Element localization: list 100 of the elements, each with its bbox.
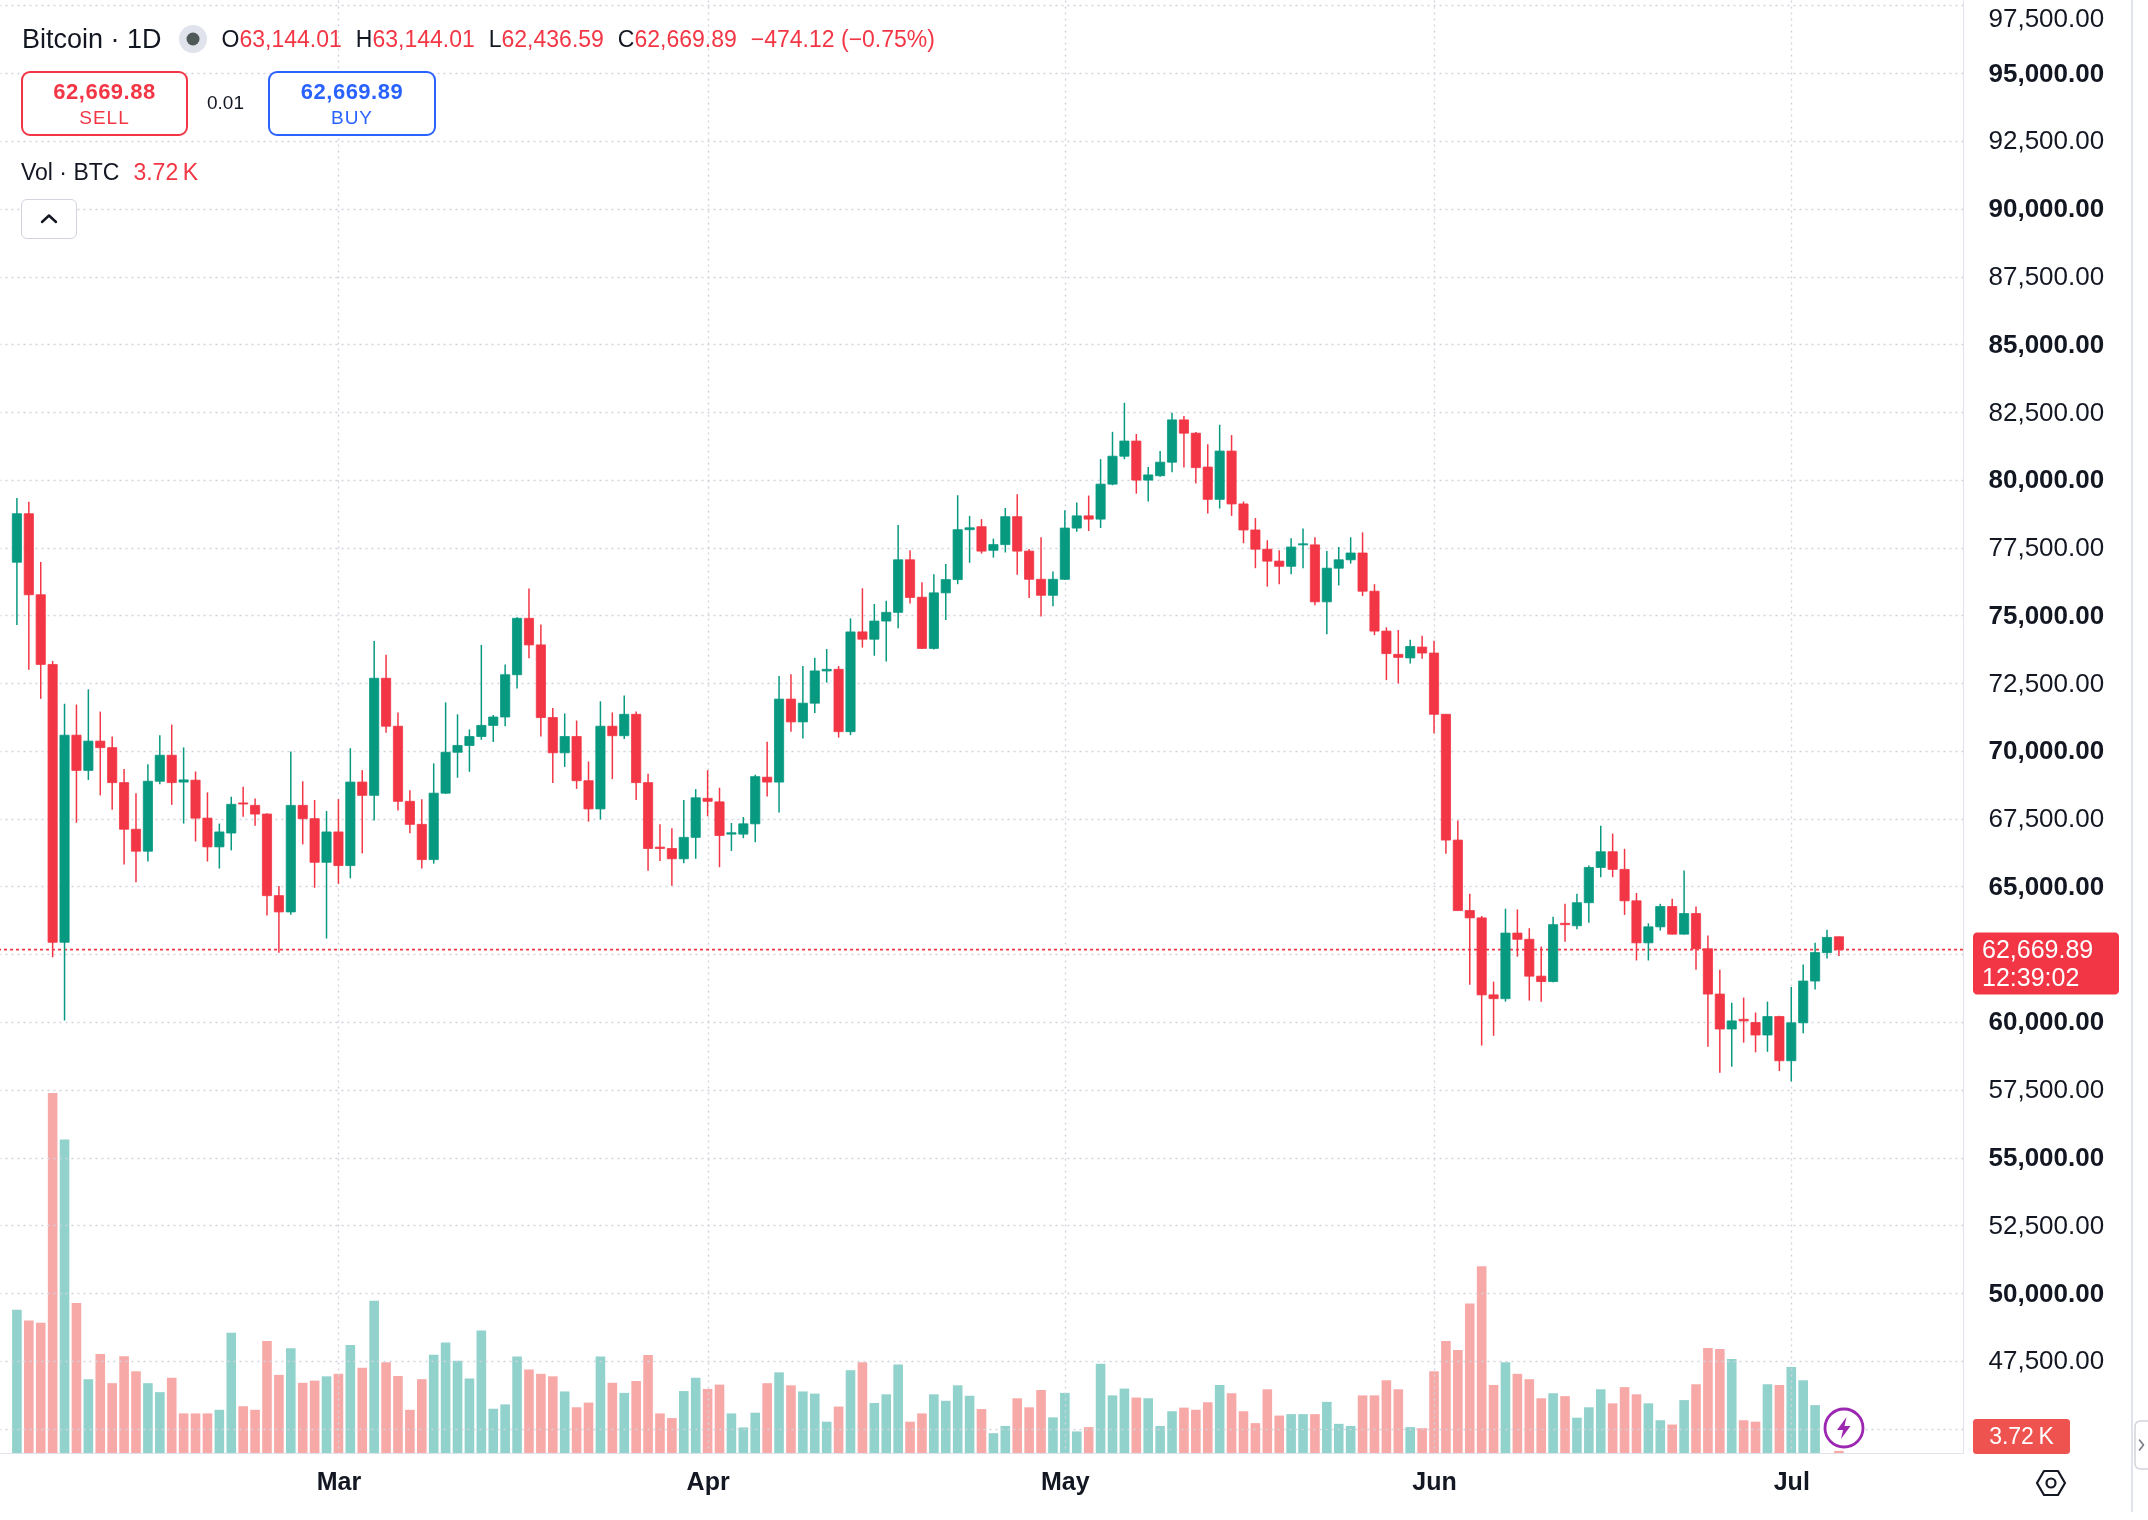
bar: [1048, 1417, 1058, 1453]
bar: [595, 1356, 606, 1453]
bar: [547, 1376, 558, 1453]
bar: [964, 1395, 975, 1453]
bar: [1798, 1380, 1808, 1453]
bar: [1441, 1341, 1451, 1453]
bar: [178, 1413, 189, 1453]
buy-button: 62,669.89 BUY: [268, 71, 436, 136]
y-tick-label: 97,500.00: [1988, 2, 2105, 33]
candlestick: [1560, 903, 1571, 943]
candlestick: [1298, 527, 1309, 569]
candlestick: [762, 740, 773, 798]
bar: [1500, 1362, 1511, 1453]
text: 12:39:02: [1982, 962, 2080, 991]
y-tick-label: 50,000.00: [1988, 1277, 2105, 1308]
bar: [1226, 1393, 1237, 1453]
bar: [1548, 1393, 1558, 1453]
candlestick: [1286, 537, 1297, 575]
ref-line-label: 62,669.89: [1982, 934, 2094, 963]
annotation: Vol · BTC: [21, 158, 120, 186]
bar: [393, 1375, 403, 1453]
bar: [1095, 1363, 1106, 1453]
candlestick: [607, 711, 618, 780]
bar: [1345, 1426, 1356, 1453]
text: Bitcoin · 1D: [22, 23, 162, 55]
bar: [1834, 1450, 1844, 1453]
candlestick: [1762, 1000, 1773, 1053]
y-tick-label: 87,500.00: [1988, 261, 2105, 291]
y-tick-label: 70,000.00: [1988, 735, 2105, 766]
annotation: 62,669.89: [634, 25, 737, 53]
bar: [762, 1383, 772, 1453]
bar: [238, 1406, 248, 1453]
bar: [988, 1433, 999, 1453]
y-tick-label: 67,500.00: [1988, 803, 2105, 834]
annotation: 3.72 K: [133, 158, 199, 186]
bar: [381, 1362, 391, 1453]
bar: [940, 1400, 951, 1453]
text: 3.72 K: [1989, 1422, 2055, 1449]
bar: [1619, 1387, 1630, 1453]
bar: [869, 1402, 880, 1453]
bar: [1679, 1400, 1689, 1453]
bar: [321, 1376, 332, 1453]
bar: [1631, 1394, 1642, 1453]
x-tick-label: Jul: [1773, 1466, 1810, 1495]
y-tick-label: 92,500.00: [1988, 125, 2105, 156]
sell-button: 62,669.88 SELL: [21, 71, 188, 136]
bar: [893, 1364, 903, 1453]
bar: [929, 1394, 939, 1453]
annotation: 63,144.01: [372, 25, 475, 53]
y-tick-label: 47,500.00: [1988, 1345, 2105, 1376]
bar: [1167, 1411, 1177, 1453]
y-tick-label: 65,000.00: [1988, 870, 2105, 901]
bar: [1179, 1407, 1189, 1453]
x-tick-label: Jun: [1412, 1466, 1457, 1495]
bar: [917, 1413, 927, 1453]
candlestick: [619, 694, 630, 740]
bar: [1417, 1428, 1427, 1453]
candlestick: [1393, 629, 1404, 685]
bar: [607, 1382, 618, 1453]
candlestick: [1405, 639, 1416, 665]
bar: [1131, 1397, 1142, 1453]
bar: [857, 1362, 868, 1453]
candlestick: [1833, 936, 1844, 957]
x-tick-label: May: [1041, 1466, 1090, 1495]
bar: [1715, 1348, 1725, 1453]
y-tick-label: 72,500.00: [1988, 667, 2105, 698]
candlestick: [1417, 634, 1428, 660]
bar: [524, 1369, 534, 1453]
bar: [155, 1392, 165, 1453]
bar: [1786, 1366, 1797, 1453]
bar: [1512, 1373, 1523, 1453]
bar: [798, 1391, 808, 1453]
annotation: C: [617, 25, 635, 53]
bar: [1738, 1420, 1749, 1453]
candlestick: [1036, 536, 1047, 618]
bar: [655, 1413, 665, 1453]
bar: [1298, 1414, 1308, 1453]
bar: [24, 1320, 34, 1453]
annotation: BUY: [330, 106, 374, 129]
annotation: L: [488, 25, 502, 53]
bar: [690, 1377, 701, 1453]
candlestick: [1083, 494, 1094, 532]
annotation: 62,669.89: [300, 78, 404, 105]
bar: [952, 1385, 963, 1453]
candlestick: [1178, 415, 1189, 469]
x-tick-label: Mar: [316, 1466, 362, 1495]
bar: [1119, 1388, 1130, 1453]
candlestick: [1571, 893, 1582, 931]
bar: [833, 1406, 844, 1453]
annotation: SELL: [79, 106, 130, 129]
bar: [678, 1391, 689, 1453]
bar: [1333, 1423, 1344, 1453]
bar: [1453, 1350, 1463, 1453]
bar: [1405, 1427, 1416, 1453]
candlestick: [130, 792, 141, 884]
bar: [286, 1348, 296, 1453]
annotation: O: [221, 25, 240, 53]
bar: [369, 1300, 379, 1453]
bar: [428, 1354, 439, 1453]
bar: [702, 1388, 713, 1453]
